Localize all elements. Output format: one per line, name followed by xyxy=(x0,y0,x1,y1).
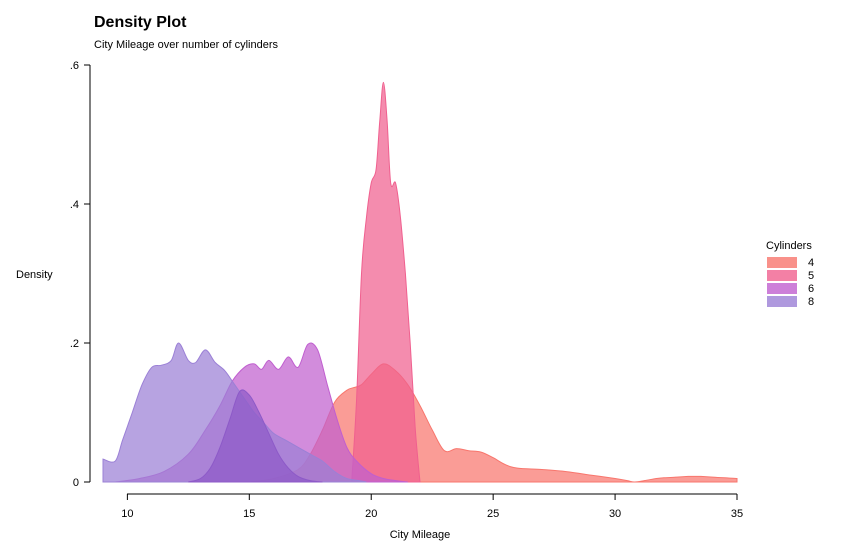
chart-subtitle: City Mileage over number of cylinders xyxy=(94,39,279,51)
density-areas xyxy=(102,81,738,483)
x-axis-ticks: 10 15 20 25 30 35 xyxy=(121,494,743,520)
legend-label-8: 8 xyxy=(808,296,814,308)
y-tick-label: .4 xyxy=(70,199,79,211)
legend-label-5: 5 xyxy=(808,270,814,282)
legend-swatch-8 xyxy=(767,296,797,307)
y-axis-label: Density xyxy=(16,269,53,281)
legend-swatch-5 xyxy=(767,270,797,281)
y-tick-label: .6 xyxy=(70,60,79,72)
legend-swatch-4 xyxy=(767,257,797,268)
chart-title: Density Plot xyxy=(94,14,187,31)
x-tick-label: 20 xyxy=(365,508,377,520)
x-tick-label: 35 xyxy=(731,508,743,520)
density-area-cyl-5 xyxy=(351,81,421,483)
x-tick-label: 30 xyxy=(609,508,621,520)
legend-label-4: 4 xyxy=(808,257,814,269)
y-tick-label: .2 xyxy=(70,338,79,350)
y-tick-label: 0 xyxy=(73,477,79,489)
x-tick-label: 10 xyxy=(121,508,133,520)
legend-label-6: 6 xyxy=(808,283,814,295)
legend-swatch-6 xyxy=(767,283,797,294)
y-axis-ticks: 0 .2 .4 .6 xyxy=(70,60,90,489)
x-tick-label: 15 xyxy=(243,508,255,520)
x-axis-label: City Mileage xyxy=(390,529,451,541)
density-area-overlay-4 xyxy=(188,389,323,483)
legend-title: Cylinders xyxy=(766,240,812,252)
x-tick-label: 25 xyxy=(487,508,499,520)
